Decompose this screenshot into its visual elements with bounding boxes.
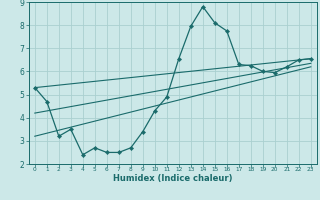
X-axis label: Humidex (Indice chaleur): Humidex (Indice chaleur): [113, 174, 233, 183]
